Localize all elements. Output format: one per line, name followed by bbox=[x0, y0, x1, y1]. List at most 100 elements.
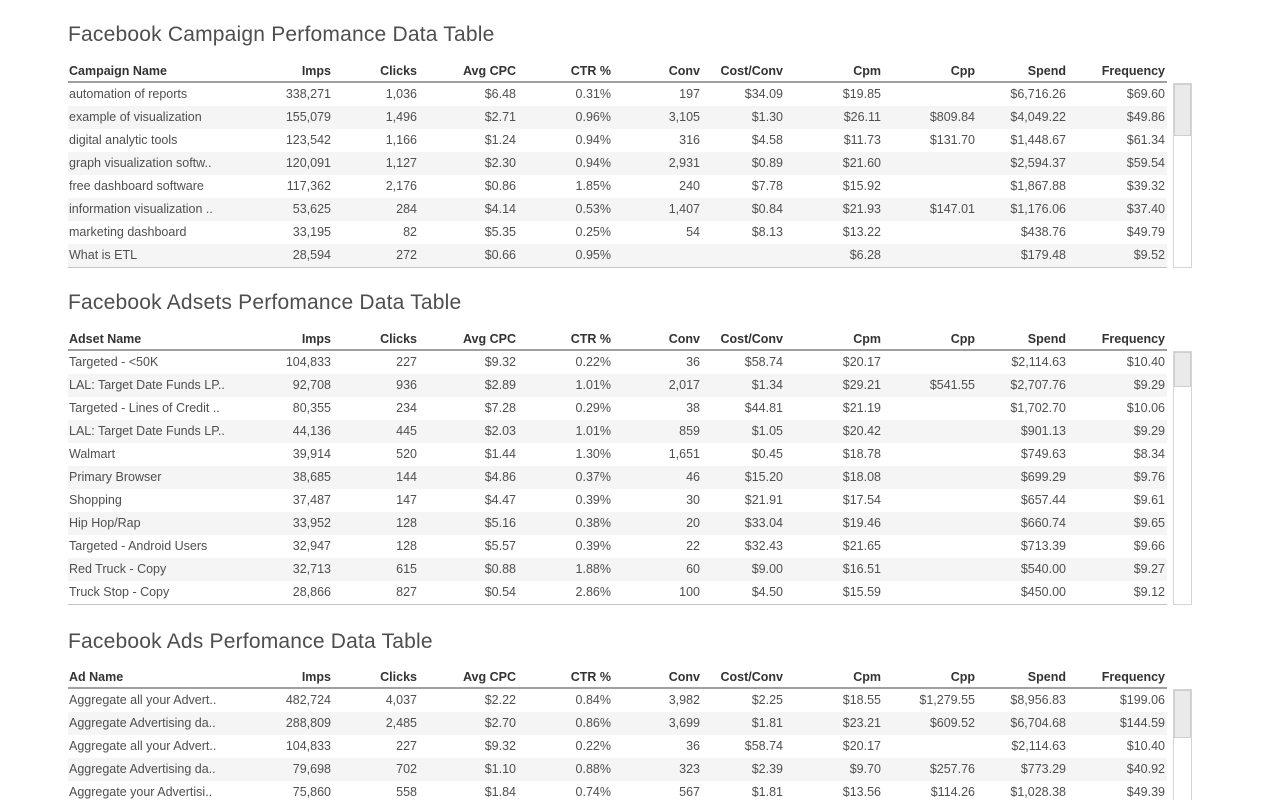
table-row[interactable]: What is ETL 28,594 272 $0.66 0.95% $6.28 $179.… bbox=[68, 244, 1167, 267]
column-header[interactable]: Cpm bbox=[853, 64, 881, 78]
table-row[interactable]: information visualization .. 53,625 284 $4.… bbox=[68, 198, 1167, 221]
column-header[interactable]: Clicks bbox=[380, 670, 417, 684]
value-cell bbox=[883, 466, 977, 489]
value-cell: $609.52 bbox=[929, 716, 975, 730]
value-cell: 100 bbox=[679, 585, 700, 599]
value-cell: 82 bbox=[403, 225, 417, 239]
table-row[interactable]: Aggregate Advertising da.. 79,698 702 $1.10… bbox=[68, 758, 1167, 781]
value-cell: $4.50 bbox=[751, 585, 783, 599]
table-row[interactable]: Targeted - Android Users 32,947 128 $5.57 0.… bbox=[68, 535, 1167, 558]
column-header[interactable]: Cpp bbox=[950, 64, 975, 78]
table-row[interactable]: Targeted - <50K 104,833 227 $9.32 0.22% 36 $58… bbox=[68, 351, 1167, 374]
table-row[interactable]: Shopping 37,487 147 $4.47 0.39% 30 $21.91 $17.5… bbox=[68, 489, 1167, 512]
value-cell: 79,698 bbox=[292, 762, 331, 776]
column-header[interactable]: Imps bbox=[301, 332, 331, 346]
column-header[interactable]: Ad Name bbox=[69, 670, 124, 684]
column-header[interactable]: Imps bbox=[301, 64, 331, 78]
column-header[interactable]: Avg CPC bbox=[462, 332, 516, 346]
value-cell: 0.22% bbox=[575, 355, 611, 369]
table-row[interactable]: Red Truck - Copy 32,713 615 $0.88 1.88% 60 $9.… bbox=[68, 558, 1167, 581]
column-header[interactable]: Frequency bbox=[1101, 670, 1165, 684]
column-header[interactable]: Frequency bbox=[1101, 64, 1165, 78]
column-header[interactable]: Clicks bbox=[380, 64, 417, 78]
table-row[interactable]: digital analytic tools 123,542 1,166 $1.24 0… bbox=[68, 129, 1167, 152]
value-cell: 0.22% bbox=[575, 739, 611, 753]
value-cell: $9.76 bbox=[1133, 470, 1165, 484]
table-row[interactable]: Walmart 39,914 520 $1.44 1.30% 1,651 $0.45 $18.… bbox=[68, 443, 1167, 466]
scrollbar-thumb[interactable] bbox=[1174, 690, 1191, 738]
value-cell: 75,860 bbox=[292, 785, 331, 799]
table-row[interactable]: free dashboard software 117,362 2,176 $0.86… bbox=[68, 175, 1167, 198]
table-header-row: Campaign Name Imps Clicks Avg CPC CTR % Conv C… bbox=[68, 62, 1167, 83]
value-cell: 284 bbox=[396, 202, 417, 216]
value-cell: $6.28 bbox=[849, 248, 881, 262]
value-cell: $7.28 bbox=[484, 401, 516, 415]
column-header[interactable]: CTR % bbox=[570, 64, 611, 78]
table-row[interactable]: LAL: Target Date Funds LP.. 44,136 445 $2.0… bbox=[68, 420, 1167, 443]
column-header[interactable]: Campaign Name bbox=[69, 64, 167, 78]
value-cell: $21.93 bbox=[842, 202, 881, 216]
value-cell: $2.30 bbox=[484, 156, 516, 170]
table-row[interactable]: Aggregate Advertising da.. 288,809 2,485 $2… bbox=[68, 712, 1167, 735]
name-cell: Targeted - <50K bbox=[69, 355, 159, 369]
scrollbar-thumb[interactable] bbox=[1174, 352, 1191, 387]
name-cell: graph visualization softw.. bbox=[69, 156, 212, 170]
name-cell: Targeted - Android Users bbox=[69, 539, 208, 553]
value-cell: 2,931 bbox=[668, 156, 700, 170]
value-cell: 2,017 bbox=[668, 378, 700, 392]
value-cell: $11.73 bbox=[843, 133, 881, 147]
value-cell: $1.34 bbox=[751, 378, 783, 392]
value-cell: 144 bbox=[396, 470, 417, 484]
table-row[interactable]: graph visualization softw.. 120,091 1,127 $… bbox=[68, 152, 1167, 175]
column-header[interactable]: Conv bbox=[668, 332, 700, 346]
table-row[interactable]: Truck Stop - Copy 28,866 827 $0.54 2.86% 100 $… bbox=[68, 581, 1167, 604]
column-header[interactable]: Avg CPC bbox=[462, 64, 516, 78]
value-cell: 1,036 bbox=[385, 87, 417, 101]
column-header[interactable]: Conv bbox=[668, 64, 700, 78]
vertical-scrollbar[interactable] bbox=[1173, 83, 1192, 268]
value-cell: $18.78 bbox=[842, 447, 881, 461]
column-header[interactable]: CTR % bbox=[570, 332, 611, 346]
table-row[interactable]: Hip Hop/Rap 33,952 128 $5.16 0.38% 20 $33.04 $1… bbox=[68, 512, 1167, 535]
vertical-scrollbar[interactable] bbox=[1173, 351, 1192, 605]
column-header[interactable]: Cpp bbox=[950, 332, 975, 346]
column-header[interactable]: Spend bbox=[1027, 670, 1066, 684]
value-cell: $61.34 bbox=[1126, 133, 1165, 147]
adsets-table-section: Facebook Adsets Perfomance Data Table Ad… bbox=[68, 290, 1192, 605]
value-cell: 615 bbox=[396, 562, 417, 576]
table-row[interactable]: Aggregate your Advertisi.. 75,860 558 $1.84… bbox=[68, 781, 1167, 800]
column-header[interactable]: Cpm bbox=[853, 332, 881, 346]
value-cell: $0.86 bbox=[484, 179, 516, 193]
value-cell: $0.54 bbox=[484, 585, 516, 599]
column-header[interactable]: Adset Name bbox=[69, 332, 142, 346]
table-row[interactable]: Aggregate all your Advert.. 482,724 4,037 $… bbox=[68, 689, 1167, 712]
table-row[interactable]: marketing dashboard 33,195 82 $5.35 0.25% 54 $… bbox=[68, 221, 1167, 244]
column-header[interactable]: Spend bbox=[1027, 64, 1066, 78]
column-header[interactable]: Imps bbox=[301, 670, 331, 684]
value-cell: $49.86 bbox=[1126, 110, 1165, 124]
column-header[interactable]: Clicks bbox=[380, 332, 417, 346]
column-header[interactable]: Cpm bbox=[853, 670, 881, 684]
value-cell: $773.29 bbox=[1020, 762, 1066, 776]
column-header[interactable]: CTR % bbox=[570, 670, 611, 684]
column-header[interactable]: Cpp bbox=[950, 670, 975, 684]
table-row[interactable]: LAL: Target Date Funds LP.. 92,708 936 $2.8… bbox=[68, 374, 1167, 397]
column-header[interactable]: Avg CPC bbox=[462, 670, 516, 684]
column-header[interactable]: Frequency bbox=[1101, 332, 1165, 346]
value-cell: 28,866 bbox=[292, 585, 331, 599]
table-row[interactable]: Targeted - Lines of Credit .. 80,355 234 $7… bbox=[68, 397, 1167, 420]
table-row[interactable]: automation of reports 338,271 1,036 $6.48 0.… bbox=[68, 83, 1167, 106]
vertical-scrollbar[interactable] bbox=[1173, 689, 1192, 800]
name-cell: LAL: Target Date Funds LP.. bbox=[69, 378, 225, 392]
table-row[interactable]: example of visualization 155,079 1,496 $2.7… bbox=[68, 106, 1167, 129]
column-header[interactable]: Cost/Conv bbox=[720, 670, 784, 684]
column-header[interactable]: Cost/Conv bbox=[720, 332, 784, 346]
scrollbar-thumb[interactable] bbox=[1174, 84, 1191, 136]
table-row[interactable]: Aggregate all your Advert.. 104,833 227 $9.… bbox=[68, 735, 1167, 758]
column-header[interactable]: Conv bbox=[668, 670, 700, 684]
column-header[interactable]: Spend bbox=[1027, 332, 1066, 346]
value-cell: $9.29 bbox=[1133, 378, 1165, 392]
column-header[interactable]: Cost/Conv bbox=[720, 64, 784, 78]
table-row[interactable]: Primary Browser 38,685 144 $4.86 0.37% 46 $15.… bbox=[68, 466, 1167, 489]
